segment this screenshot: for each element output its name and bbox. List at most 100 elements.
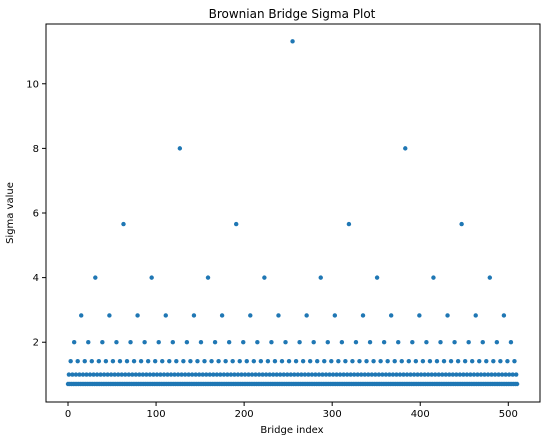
data-point [170, 340, 175, 345]
data-point [77, 372, 82, 377]
data-point [174, 358, 179, 364]
data-point [346, 221, 352, 227]
data-point [470, 358, 475, 364]
data-point [417, 313, 422, 318]
data-point [209, 358, 214, 364]
data-point [482, 372, 487, 377]
y-tick-label: 10 [26, 79, 39, 90]
data-point [73, 372, 79, 377]
data-point [93, 275, 98, 280]
data-point [175, 372, 181, 377]
data-point [186, 372, 191, 377]
data-point [313, 372, 318, 377]
data-point [124, 358, 130, 364]
data-point [105, 372, 110, 377]
data-point [489, 372, 494, 377]
data-point [445, 313, 450, 318]
data-point [492, 372, 498, 377]
data-point [360, 313, 366, 318]
data-point [332, 313, 338, 318]
data-point [244, 358, 249, 364]
data-point [179, 372, 184, 377]
data-point [253, 372, 258, 377]
data-point [137, 372, 142, 377]
data-point [357, 358, 362, 364]
data-point [309, 372, 315, 377]
data-point [221, 372, 227, 377]
data-point [91, 372, 96, 377]
data-point [366, 372, 371, 377]
data-point [364, 358, 369, 364]
data-point [84, 372, 89, 377]
data-point [369, 372, 375, 377]
data-point [248, 313, 253, 318]
data-point [140, 372, 146, 377]
data-point [189, 372, 195, 377]
data-point [385, 358, 390, 364]
data-point [117, 358, 123, 364]
data-point [290, 39, 295, 44]
data-point [212, 340, 218, 345]
data-point [112, 372, 117, 377]
data-point [396, 340, 401, 345]
data-point [512, 358, 517, 364]
data-point [427, 358, 433, 364]
data-point [480, 340, 485, 345]
data-point [508, 340, 514, 345]
data-point [228, 372, 234, 377]
data-point [151, 372, 156, 377]
data-point [108, 372, 114, 377]
data-point [447, 372, 452, 377]
data-point [350, 358, 355, 364]
data-point [198, 340, 204, 345]
data-point [232, 372, 237, 377]
data-point [387, 372, 392, 377]
data-point [362, 372, 367, 377]
data-point [403, 146, 408, 151]
data-point [320, 372, 325, 377]
data-point [278, 372, 283, 377]
data-point [116, 372, 121, 377]
data-point [315, 358, 320, 364]
data-point [390, 372, 396, 377]
data-point [265, 358, 271, 364]
data-point [239, 372, 244, 377]
data-point [193, 372, 198, 377]
data-point [135, 313, 140, 318]
data-point [468, 372, 473, 377]
data-point [464, 372, 470, 377]
data-point [466, 340, 471, 345]
data-point [454, 372, 459, 377]
data-point [110, 358, 116, 364]
data-point [473, 313, 478, 318]
data-point [182, 372, 188, 377]
data-point [101, 372, 107, 377]
data-point [433, 372, 438, 377]
y-tick-label: 6 [33, 209, 39, 220]
data-point [89, 358, 94, 364]
data-point [487, 275, 493, 280]
data-point [404, 372, 410, 377]
data-point [218, 372, 223, 377]
data-point [114, 340, 119, 345]
data-point [293, 358, 299, 364]
data-point [339, 340, 345, 345]
data-point [311, 340, 316, 345]
data-point [79, 313, 84, 318]
data-point [411, 372, 417, 377]
y-tick-label: 2 [33, 338, 39, 349]
data-point [337, 372, 343, 377]
data-point [475, 372, 480, 377]
data-point [181, 358, 186, 364]
data-point [388, 313, 394, 318]
data-point [258, 358, 264, 364]
data-point [167, 358, 172, 364]
data-point [202, 358, 207, 364]
data-point [128, 340, 133, 345]
data-point [329, 358, 334, 364]
data-point [152, 358, 158, 364]
data-point [330, 372, 336, 377]
data-point [316, 372, 322, 377]
data-point [200, 372, 205, 377]
data-point [440, 372, 445, 377]
